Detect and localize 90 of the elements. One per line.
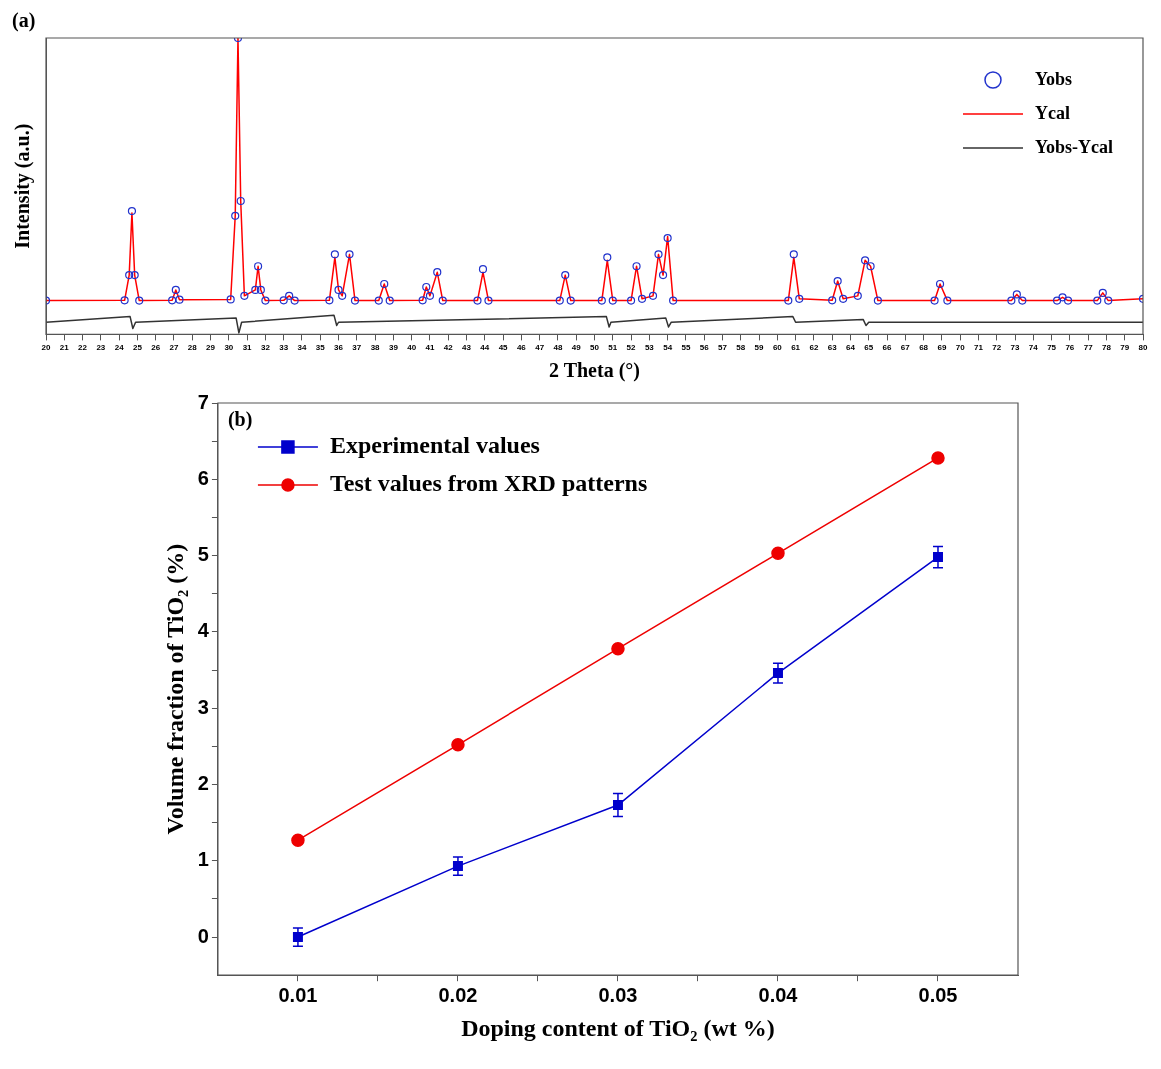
x-tick-label: 38 — [370, 343, 381, 353]
x-tick-label: 37 — [352, 343, 362, 353]
x-tick-label: 55 — [681, 343, 691, 353]
x-tick-label: 24 — [114, 343, 125, 353]
x-tick-label: 46 — [516, 343, 527, 353]
y-tick-label: 0 — [197, 924, 209, 947]
x-tick-label: 59 — [754, 343, 765, 353]
x-tick-label: 0.03 — [598, 983, 638, 1006]
legend-label: Yobs-Ycal — [1035, 136, 1114, 157]
x-tick-label: 71 — [974, 343, 984, 353]
x-tick-label: 27 — [169, 343, 179, 353]
x-tick-label: 36 — [334, 343, 344, 353]
x-tick-label: 73 — [1010, 343, 1021, 353]
x-tick-label: 45 — [498, 343, 509, 353]
point — [291, 833, 305, 847]
x-tick-label: 78 — [1101, 343, 1112, 353]
x-tick-label: 65 — [864, 343, 874, 353]
x-tick-label: 56 — [699, 343, 710, 353]
y-tick-label: 1 — [197, 848, 209, 871]
x-tick-label: 20 — [41, 343, 51, 353]
x-tick-label: 58 — [736, 343, 746, 353]
x-tick-label: 29 — [206, 343, 216, 353]
x-tick-label: 60 — [772, 343, 783, 353]
x-tick-label: 23 — [96, 343, 106, 353]
x-tick-label: 41 — [425, 343, 435, 353]
x-tick-label: 74 — [1028, 343, 1039, 353]
x-tick-label: 30 — [224, 343, 234, 353]
x-tick-label: 79 — [1120, 343, 1130, 353]
y-tick-label: 2 — [197, 771, 209, 794]
x-tick-label: 80 — [1138, 343, 1148, 353]
x-tick-label: 63 — [827, 343, 838, 353]
legend-label: Test values from XRD patterns — [329, 470, 648, 497]
x-tick-label: 77 — [1083, 343, 1094, 353]
y-tick-label: 6 — [197, 466, 209, 489]
point — [931, 451, 945, 465]
x-tick-label: 49 — [571, 343, 582, 353]
x-tick-label: 33 — [279, 343, 289, 353]
chart-title: (a) — [12, 9, 36, 33]
x-tick-label: 0.01 — [278, 983, 318, 1006]
y-tick-label: 3 — [197, 695, 209, 718]
x-tick-label: 22 — [78, 343, 88, 353]
x-tick-label: 75 — [1047, 343, 1057, 353]
x-tick-label: 47 — [535, 343, 545, 353]
x-tick-label: 39 — [388, 343, 399, 353]
legend-label: Ycal — [1035, 102, 1070, 123]
x-tick-label: 68 — [919, 343, 929, 353]
x-tick-label: 44 — [480, 343, 490, 353]
y-axis-title: Intensity (a.u.) — [11, 123, 35, 249]
x-tick-label: 54 — [663, 343, 673, 353]
x-tick-label: 0.04 — [758, 983, 799, 1006]
x-tick-label: 51 — [608, 343, 618, 353]
x-tick-label: 64 — [846, 343, 856, 353]
point — [771, 546, 785, 561]
y-tick-label: 4 — [197, 619, 210, 642]
chart-title: (b) — [227, 408, 253, 432]
x-axis-title: 2 Theta (°) — [549, 359, 640, 383]
x-tick-label: 53 — [644, 343, 655, 353]
y-tick-label: 7 — [197, 390, 209, 413]
x-tick-label: 0.02 — [438, 983, 478, 1006]
x-tick-label: 0.05 — [918, 983, 958, 1006]
x-tick-label: 28 — [187, 343, 198, 353]
x-axis-title: Doping content of TiO₂ (wt %) — [461, 1014, 775, 1041]
x-tick-label: 43 — [462, 343, 472, 353]
x-tick-label: 26 — [151, 343, 161, 353]
x-tick-label: 66 — [882, 343, 893, 353]
x-tick-label: 35 — [315, 343, 326, 353]
y-tick-label: 5 — [197, 543, 209, 566]
x-tick-label: 34 — [297, 343, 307, 353]
x-tick-label: 61 — [791, 343, 801, 353]
x-tick-label: 52 — [626, 343, 637, 353]
x-tick-label: 72 — [992, 343, 1002, 353]
x-tick-label: 40 — [407, 343, 417, 353]
x-tick-label: 67 — [900, 343, 911, 353]
x-tick-label: 31 — [242, 343, 253, 353]
x-tick-label: 25 — [132, 343, 143, 353]
x-tick-label: 62 — [809, 343, 819, 353]
point — [451, 738, 465, 752]
x-tick-label: 21 — [59, 343, 70, 353]
x-tick-label: 48 — [553, 343, 563, 353]
x-tick-label: 76 — [1065, 343, 1075, 353]
x-tick-label: 70 — [955, 343, 966, 353]
y-axis-title: Volume fraction of TiO₂ (%) — [161, 543, 188, 835]
legend-label: Yobs — [1035, 68, 1073, 89]
x-tick-label: 42 — [443, 343, 454, 353]
point — [611, 641, 625, 656]
x-tick-label: 57 — [718, 343, 728, 353]
legend-label: Experimental values — [329, 432, 540, 459]
x-tick-label: 69 — [937, 343, 947, 353]
x-tick-label: 50 — [590, 343, 600, 353]
x-tick-label: 32 — [260, 343, 271, 353]
